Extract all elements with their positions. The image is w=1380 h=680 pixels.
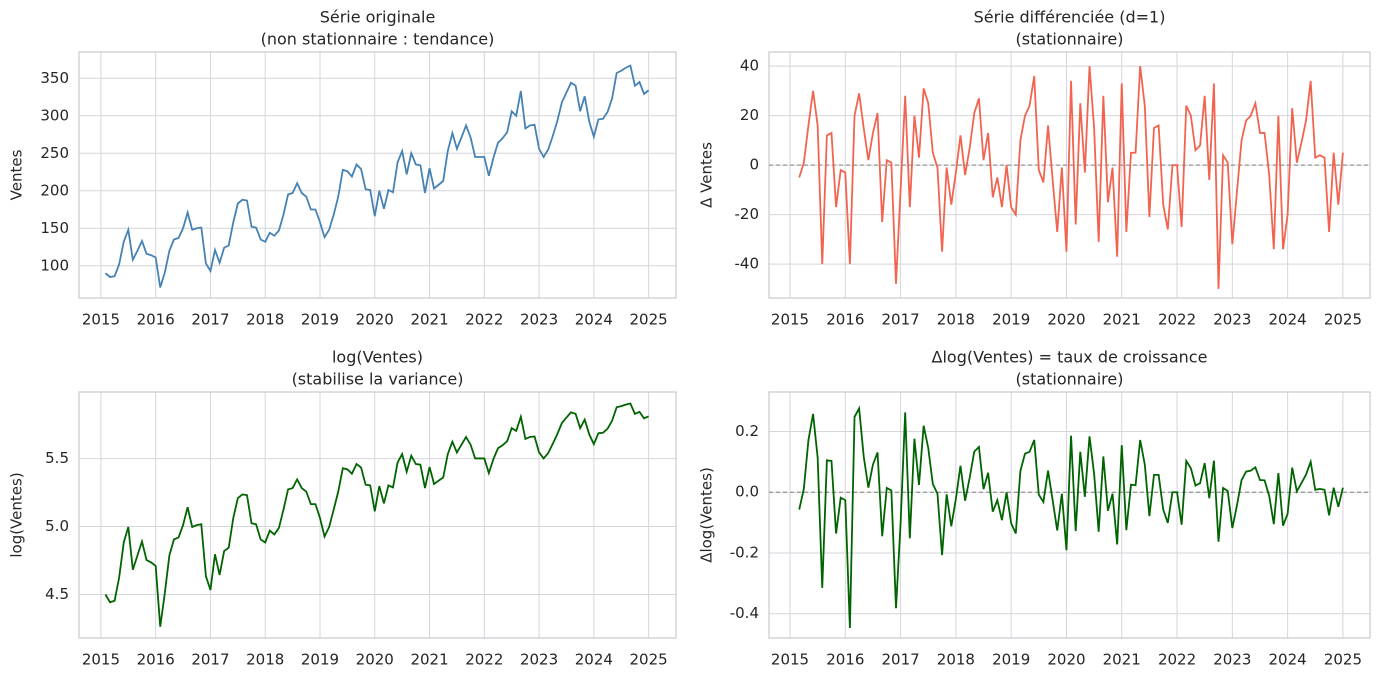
- plot-frame: [78, 391, 677, 639]
- y-tick-label: 40: [740, 57, 759, 75]
- x-tick-label: 2018: [246, 651, 284, 669]
- x-tick-label: 2021: [410, 311, 448, 329]
- x-tick-label: 2025: [630, 311, 668, 329]
- x-tick-label: 2015: [771, 651, 809, 669]
- plot-frame: [78, 51, 677, 299]
- x-tick-label: 2018: [937, 651, 975, 669]
- x-tick-label: 2015: [82, 651, 120, 669]
- x-tick-label: 2016: [137, 651, 175, 669]
- y-tick-label: -20: [735, 205, 760, 223]
- x-tick-label: 2024: [1269, 311, 1307, 329]
- chart-title: log(Ventes): [332, 348, 423, 367]
- y-tick-label: 0: [749, 156, 759, 174]
- y-axis-label: Δlog(Ventes): [698, 467, 716, 563]
- x-tick-label: 2020: [1047, 311, 1085, 329]
- chart-subtitle: (stationnaire): [1015, 370, 1123, 389]
- x-tick-label: 2022: [465, 311, 503, 329]
- plot-frame: [768, 391, 1371, 639]
- chart-title: Série originale: [320, 8, 436, 27]
- chart-title: Série différenciée (d=1): [974, 8, 1166, 27]
- y-axis-label: Ventes: [8, 149, 26, 200]
- x-tick-label: 2024: [575, 651, 613, 669]
- x-tick-label: 2023: [1213, 651, 1251, 669]
- x-tick-label: 2023: [520, 651, 558, 669]
- data-line: [798, 405, 1344, 629]
- y-tick-label: 100: [40, 256, 69, 274]
- chart-subtitle: (stabilise la variance): [292, 370, 464, 389]
- x-tick-label: 2017: [191, 651, 229, 669]
- x-tick-label: 2025: [630, 651, 668, 669]
- x-tick-label: 2016: [826, 311, 864, 329]
- x-tick-label: 2022: [465, 651, 503, 669]
- x-tick-label: 2015: [771, 311, 809, 329]
- x-tick-label: 2019: [992, 311, 1030, 329]
- x-tick-label: 2021: [410, 651, 448, 669]
- data-line: [798, 66, 1344, 289]
- y-tick-label: -0.2: [730, 543, 759, 561]
- data-line: [104, 402, 649, 627]
- x-tick-label: 2025: [1324, 311, 1362, 329]
- x-tick-label: 2019: [301, 311, 339, 329]
- x-tick-label: 2019: [301, 651, 339, 669]
- y-tick-label: -40: [735, 255, 760, 273]
- y-tick-label: 350: [40, 69, 69, 87]
- y-tick-label: 5.0: [45, 517, 69, 535]
- y-axis-label: log(Ventes): [8, 472, 26, 557]
- y-tick-label: -0.4: [730, 604, 759, 622]
- x-tick-label: 2023: [1213, 311, 1251, 329]
- x-tick-label: 2015: [82, 311, 120, 329]
- x-tick-label: 2017: [881, 651, 919, 669]
- plot-frame: [768, 51, 1371, 299]
- x-tick-label: 2022: [1158, 651, 1196, 669]
- y-tick-label: 20: [740, 106, 759, 124]
- y-axis-label: Δ Ventes: [698, 142, 716, 208]
- chart-subtitle: (stationnaire): [1015, 30, 1123, 49]
- x-tick-label: 2017: [881, 311, 919, 329]
- data-line: [104, 64, 650, 288]
- x-tick-label: 2024: [575, 311, 613, 329]
- y-tick-label: 4.5: [45, 585, 69, 603]
- x-tick-label: 2018: [246, 311, 284, 329]
- y-tick-label: 150: [40, 219, 69, 237]
- chart-title: Δlog(Ventes) = taux de croissance: [932, 348, 1208, 367]
- x-tick-label: 2017: [191, 311, 229, 329]
- x-tick-label: 2024: [1269, 651, 1307, 669]
- x-tick-label: 2023: [520, 311, 558, 329]
- y-tick-label: 0.0: [735, 483, 759, 501]
- y-tick-label: 250: [40, 144, 69, 162]
- x-tick-label: 2018: [937, 311, 975, 329]
- x-tick-label: 2020: [356, 311, 394, 329]
- y-tick-label: 200: [40, 181, 69, 199]
- x-tick-label: 2016: [137, 311, 175, 329]
- x-tick-label: 2021: [1103, 651, 1141, 669]
- x-tick-label: 2019: [992, 651, 1030, 669]
- x-tick-label: 2020: [1047, 651, 1085, 669]
- chart-subtitle: (non stationnaire : tendance): [261, 30, 495, 49]
- x-tick-label: 2021: [1103, 311, 1141, 329]
- x-tick-label: 2016: [826, 651, 864, 669]
- y-tick-label: 300: [40, 106, 69, 124]
- x-tick-label: 2025: [1324, 651, 1362, 669]
- y-tick-label: 0.2: [735, 422, 759, 440]
- x-tick-label: 2022: [1158, 311, 1196, 329]
- x-tick-label: 2020: [356, 651, 394, 669]
- y-tick-label: 5.5: [45, 449, 69, 467]
